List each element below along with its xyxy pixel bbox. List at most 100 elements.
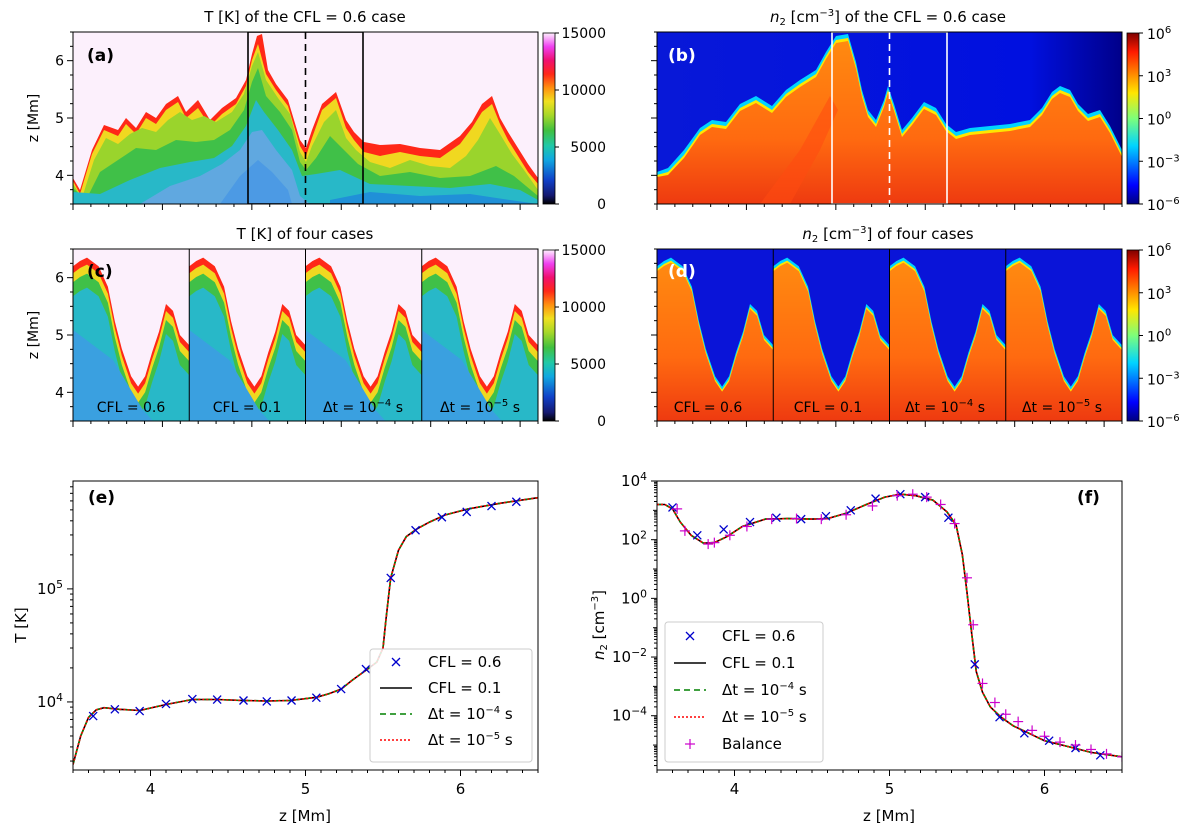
- series-dt-1e-5: [73, 496, 538, 765]
- case-label-dt4: Δt = 10−4 s: [323, 398, 403, 416]
- case-label-cfl06: CFL = 0.6: [97, 400, 166, 416]
- panel-b-colorbar-ticks: 106 103 100 10−3 10−6: [1139, 25, 1180, 214]
- case-label-dt4: Δt = 10−4 s: [905, 398, 985, 416]
- colorbar-tick-label: 106: [1147, 242, 1171, 260]
- marker-balance: [867, 500, 878, 511]
- temperature-region: [73, 330, 153, 421]
- marker-balance: [724, 530, 735, 541]
- marker-balance: [962, 572, 972, 583]
- temperature-region: [305, 330, 386, 421]
- x-tick-label: 4: [146, 780, 156, 798]
- marker-balance: [766, 514, 777, 525]
- legend-label: Δt = 10−4 s: [428, 705, 513, 723]
- panel-a-title: T [K] of the CFL = 0.6 case: [203, 8, 406, 26]
- panel-a-colorbar: [542, 32, 556, 205]
- marker-balance: [949, 518, 960, 529]
- colorbar-tick-label: 10−6: [1147, 413, 1180, 431]
- density-region: [773, 262, 890, 421]
- colorbar-tick-label: 10000: [561, 83, 606, 99]
- legend-entry: CFL = 0.6: [685, 627, 795, 645]
- y-tick-label: 104: [621, 470, 647, 490]
- panel-a-colorbar-ticks: 0 5000 10000 15000: [555, 26, 606, 213]
- case-label-dt5: Δt = 10−5 s: [440, 398, 520, 416]
- y-tick-label: 104: [37, 691, 63, 711]
- marker-cfl-0.6: [239, 696, 248, 705]
- x-tick-label: 5: [301, 780, 311, 798]
- panel-d-colorbar-ticks: 106 103 100 10−3 10−6: [1139, 242, 1180, 431]
- marker-balance: [841, 509, 852, 520]
- y-tick-label: 100: [621, 587, 647, 607]
- legend-entry: Δt = 10−5 s: [380, 731, 513, 749]
- legend-entry: CFL = 0.1: [380, 679, 501, 697]
- panel-f-xlabel: z [Mm]: [863, 807, 915, 825]
- marker-cfl-0.6: [262, 696, 272, 706]
- legend-label: CFL = 0.6: [428, 653, 501, 671]
- density-region: [1005, 262, 1122, 421]
- panel-a-ylabel: z [Mm]: [26, 94, 42, 142]
- marker-balance: [1101, 748, 1112, 759]
- marker-balance: [816, 514, 827, 525]
- panel-d-title: n2 [cm−3] of four cases: [802, 225, 973, 245]
- panel-b-title: n2 [cm−3] of the CFL = 0.6 case: [770, 8, 1006, 28]
- colorbar-tick-label: 100: [1147, 111, 1171, 129]
- colorbar-tick-label: 10000: [561, 300, 606, 316]
- marker-cfl-0.6: [846, 505, 856, 515]
- legend-marker: [391, 657, 401, 667]
- colorbar-tick-label: 103: [1147, 285, 1171, 303]
- x-tick-label: 6: [456, 780, 466, 798]
- marker-balance: [1055, 737, 1065, 748]
- marker-balance: [921, 492, 932, 503]
- panel-f-label: (f): [1077, 488, 1100, 508]
- colorbar-tick-label: 15000: [561, 243, 606, 259]
- y-tick-label: 5: [55, 111, 64, 127]
- legend-label: Δt = 10−5 s: [428, 731, 513, 749]
- panel-f-legend: [664, 621, 824, 763]
- colorbar-tick-label: 103: [1147, 68, 1171, 86]
- marker-balance: [977, 678, 988, 689]
- density-region: [889, 262, 1006, 421]
- marker-cfl-0.6: [668, 502, 677, 512]
- marker-balance: [968, 619, 979, 630]
- panel-e-plot: [73, 496, 538, 765]
- panel-e-label: (e): [88, 488, 115, 508]
- legend-entry: Δt = 10−4 s: [380, 705, 513, 723]
- legend-label: Balance: [722, 735, 782, 753]
- marker-cfl-0.6: [361, 664, 371, 674]
- x-tick-label: 4: [730, 780, 740, 798]
- panel-b-ticks: [651, 31, 1123, 210]
- panel-d-ticks: [651, 248, 1123, 427]
- marker-cfl-0.6: [719, 524, 729, 534]
- y-tick-label: 102: [621, 529, 647, 549]
- panel-c-case-labels: CFL = 0.6 CFL = 0.1 Δt = 10−4 s Δt = 10−…: [97, 398, 520, 416]
- panel-a: T [K] of the CFL = 0.6 case (a) z [Mm] 4…: [26, 8, 606, 213]
- y-tick-label: 10−4: [612, 705, 647, 725]
- panel-e-ylabel: T [K]: [12, 607, 30, 643]
- legend-label: CFL = 0.1: [722, 654, 795, 672]
- colorbar-tick-label: 106: [1147, 25, 1171, 43]
- case-label-dt5: Δt = 10−5 s: [1022, 398, 1102, 416]
- panel-e-legend-entries: CFL = 0.6 CFL = 0.1 Δt = 10−4 s Δt = 10−5 s: [380, 653, 513, 749]
- panel-e-legend: [369, 648, 533, 763]
- panel-c: T [K] of four cases (c) z [Mm] CFL = 0.6…: [26, 225, 606, 430]
- legend-entry: Δt = 10−5 s: [674, 708, 807, 726]
- marker-balance: [1039, 731, 1050, 742]
- panel-d-label: (d): [668, 262, 696, 282]
- marker-cfl-0.6: [212, 695, 222, 704]
- colorbar-tick-label: 0: [597, 197, 606, 213]
- colorbar-tick-label: 10−6: [1147, 196, 1180, 214]
- panel-d: n2 [cm−3] of four cases (d) CFL = 0.6 CF…: [651, 225, 1180, 431]
- marker-cfl-0.6: [287, 696, 297, 705]
- panel-f-axes: 4 5 6 104 102 100 10−2 10−4: [612, 470, 1123, 798]
- panel-c-ylabel: z [Mm]: [26, 311, 42, 359]
- panel-b-heatmap: [657, 32, 1122, 204]
- legend-entry: CFL = 0.6: [391, 653, 501, 671]
- marker-cfl-0.6: [462, 507, 472, 517]
- case-label-cfl01: CFL = 0.1: [794, 400, 863, 416]
- legend-entry: CFL = 0.1: [674, 654, 795, 672]
- panel-b-label: (b): [668, 46, 696, 66]
- marker-balance: [672, 503, 683, 514]
- marker-balance: [1000, 709, 1011, 720]
- marker-cfl-0.6: [336, 684, 346, 694]
- marker-cfl-0.6: [411, 525, 421, 535]
